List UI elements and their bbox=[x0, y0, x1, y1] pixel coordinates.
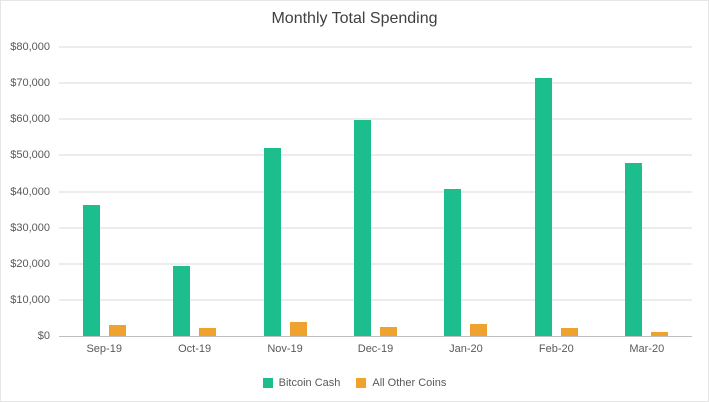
y-axis-tick-label: $40,000 bbox=[10, 185, 50, 198]
legend-swatch-icon bbox=[262, 378, 273, 388]
bar-all-other-coins bbox=[470, 324, 488, 336]
x-axis-label: Nov-19 bbox=[267, 343, 303, 355]
gridline bbox=[59, 227, 692, 229]
legend-label: Bitcoin Cash bbox=[278, 377, 341, 389]
x-axis-label: Jan-20 bbox=[449, 343, 483, 355]
bar-all-other-coins bbox=[379, 326, 397, 336]
chart-title: Monthly Total Spending bbox=[271, 10, 438, 27]
x-axis-label: Dec-19 bbox=[357, 343, 394, 355]
legend-item: All Other Coins bbox=[356, 377, 446, 389]
legend-swatch-icon bbox=[356, 378, 367, 388]
plot-area: $0 $10,000 $20,000 $30,000 $40,000 $50,000 $60… bbox=[10, 41, 692, 355]
category-slot bbox=[421, 47, 511, 336]
gridline bbox=[59, 118, 692, 120]
y-axis-tick-label: $60,000 bbox=[10, 113, 50, 126]
legend: Bitcoin Cash All Other Coins bbox=[1, 377, 708, 389]
bar-all-other-coins bbox=[651, 331, 669, 336]
category-slot bbox=[330, 47, 420, 336]
y-axis-tick-label: $20,000 bbox=[10, 257, 50, 270]
gridline bbox=[59, 263, 692, 265]
bar-all-other-coins bbox=[289, 322, 307, 336]
y-axis-tick-label: $0 bbox=[37, 330, 50, 342]
x-axis-label: Mar-20 bbox=[629, 343, 665, 355]
category-slot bbox=[59, 47, 149, 336]
bar-bitcoin-cash bbox=[353, 119, 371, 336]
legend-label: All Other Coins bbox=[372, 377, 447, 389]
bar-all-other-coins bbox=[108, 325, 126, 336]
y-axis-tick-label: $70,000 bbox=[10, 77, 50, 90]
bar-all-other-coins bbox=[560, 328, 578, 336]
category-slot bbox=[602, 47, 692, 336]
category-slot bbox=[240, 47, 330, 336]
bar-bitcoin-cash bbox=[263, 148, 281, 336]
y-axis-tick-label: $10,000 bbox=[10, 293, 50, 306]
gridline bbox=[59, 191, 692, 192]
bar-all-other-coins bbox=[199, 328, 217, 336]
y-axis-tick-label: $50,000 bbox=[10, 149, 50, 162]
gridline bbox=[59, 154, 692, 156]
bar-bitcoin-cash bbox=[173, 265, 191, 336]
category-slot bbox=[511, 47, 601, 336]
gridline bbox=[59, 46, 692, 48]
bar-bitcoin-cash bbox=[534, 77, 552, 336]
legend-item: Bitcoin Cash bbox=[262, 377, 341, 389]
x-axis-label: Sep-19 bbox=[86, 343, 122, 355]
y-axis-tick-label: $80,000 bbox=[10, 41, 50, 53]
y-axis-tick-label: $30,000 bbox=[10, 221, 50, 234]
bar-bitcoin-cash bbox=[82, 205, 100, 336]
bar-bitcoin-cash bbox=[625, 162, 643, 336]
category-slot bbox=[149, 47, 239, 336]
gridline bbox=[59, 299, 692, 301]
x-axis-label: Feb-20 bbox=[538, 343, 574, 355]
bar-bitcoin-cash bbox=[444, 188, 462, 336]
x-axis-label: Oct-19 bbox=[178, 343, 212, 355]
gridline bbox=[59, 82, 692, 84]
